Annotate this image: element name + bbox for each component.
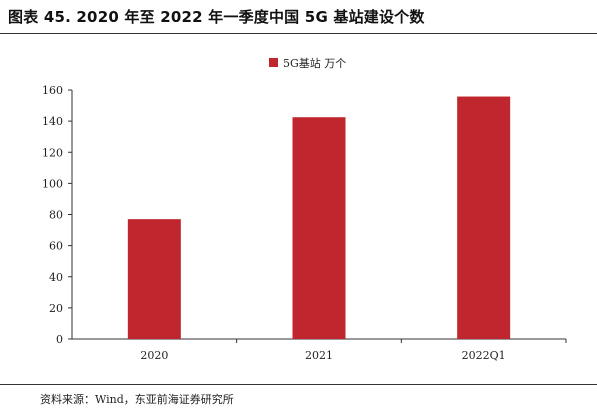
y-tick-label: 40	[49, 271, 63, 284]
title-divider	[0, 33, 597, 34]
x-tick-label: 2020	[140, 349, 168, 362]
bar-2020	[127, 219, 181, 339]
bar-2022Q1	[457, 96, 511, 339]
source-note: 资料来源：Wind，东亚前海证券研究所	[40, 393, 234, 406]
y-tick-label: 20	[49, 302, 63, 315]
legend-label: 5G基站 万个	[283, 56, 346, 70]
y-tick-label: 100	[42, 177, 63, 190]
y-tick-label: 120	[42, 146, 63, 159]
y-tick-label: 0	[56, 333, 63, 346]
bar-chart: 5G基站 万个 0 20 40 60 80 100 120 140 160 2020 2021 2022…	[42, 56, 567, 362]
legend-swatch	[269, 58, 278, 67]
source-divider	[0, 384, 597, 385]
y-tick-label: 160	[42, 84, 63, 97]
y-tick-label: 60	[49, 240, 63, 253]
x-tick-label: 2022Q1	[462, 349, 506, 362]
y-tick-label: 140	[42, 115, 63, 128]
bar-2021	[292, 117, 346, 339]
chart-area: 5G基站 万个 0 20 40 60 80 100 120 140 160 2020 2021 2022…	[0, 34, 597, 374]
x-tick-label: 2021	[305, 349, 333, 362]
chart-title: 图表 45. 2020 年至 2022 年一季度中国 5G 基站建设个数	[8, 8, 425, 26]
y-tick-label: 80	[49, 209, 63, 222]
